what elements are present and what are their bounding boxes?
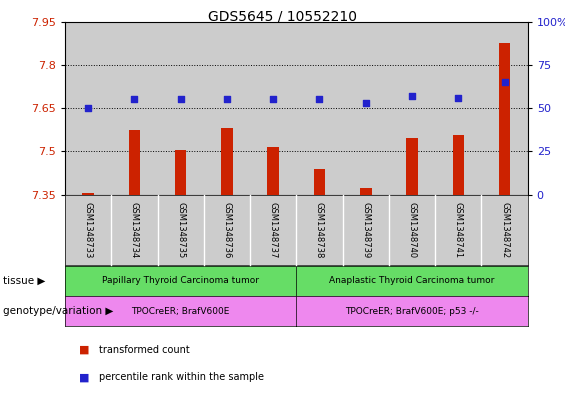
Text: tissue ▶: tissue ▶ <box>3 275 45 286</box>
Text: percentile rank within the sample: percentile rank within the sample <box>99 372 264 382</box>
Bar <box>406 138 418 195</box>
Point <box>500 79 509 85</box>
Bar <box>342 22 389 195</box>
Point <box>176 96 185 103</box>
Text: ■: ■ <box>79 372 90 382</box>
Bar <box>111 22 158 195</box>
Point <box>130 96 139 103</box>
Text: genotype/variation ▶: genotype/variation ▶ <box>3 306 113 316</box>
Point <box>407 93 416 99</box>
Point <box>361 100 370 106</box>
Text: ■: ■ <box>79 345 90 355</box>
Bar <box>314 169 325 195</box>
Bar <box>267 147 279 195</box>
Bar <box>82 193 94 195</box>
Bar <box>481 22 528 195</box>
Text: GSM1348741: GSM1348741 <box>454 202 463 258</box>
Text: transformed count: transformed count <box>99 345 190 355</box>
Point <box>269 96 278 103</box>
Bar <box>129 130 140 195</box>
Text: GSM1348735: GSM1348735 <box>176 202 185 258</box>
Text: GSM1348740: GSM1348740 <box>407 202 416 258</box>
Point <box>84 105 93 111</box>
Text: Papillary Thyroid Carcinoma tumor: Papillary Thyroid Carcinoma tumor <box>102 276 259 285</box>
Text: TPOCreER; BrafV600E; p53 -/-: TPOCreER; BrafV600E; p53 -/- <box>345 307 479 316</box>
Text: GSM1348738: GSM1348738 <box>315 202 324 258</box>
Text: GSM1348739: GSM1348739 <box>361 202 370 258</box>
Text: Anaplastic Thyroid Carcinoma tumor: Anaplastic Thyroid Carcinoma tumor <box>329 276 495 285</box>
Point <box>315 96 324 103</box>
Text: GSM1348742: GSM1348742 <box>500 202 509 258</box>
Bar <box>435 22 481 195</box>
Bar <box>175 150 186 195</box>
Bar <box>389 22 435 195</box>
Text: GDS5645 / 10552210: GDS5645 / 10552210 <box>208 10 357 24</box>
Text: TPOCreER; BrafV600E: TPOCreER; BrafV600E <box>132 307 230 316</box>
Bar <box>65 22 111 195</box>
Bar <box>297 22 342 195</box>
Text: GSM1348737: GSM1348737 <box>269 202 278 258</box>
Text: GSM1348733: GSM1348733 <box>84 202 93 258</box>
Bar <box>158 22 204 195</box>
Bar <box>204 22 250 195</box>
Bar <box>499 43 510 195</box>
Bar <box>453 134 464 195</box>
Point <box>454 95 463 101</box>
Text: GSM1348736: GSM1348736 <box>223 202 232 258</box>
Point <box>223 96 232 103</box>
Bar <box>360 188 372 195</box>
Bar <box>250 22 297 195</box>
Text: GSM1348734: GSM1348734 <box>130 202 139 258</box>
Bar <box>221 128 233 195</box>
